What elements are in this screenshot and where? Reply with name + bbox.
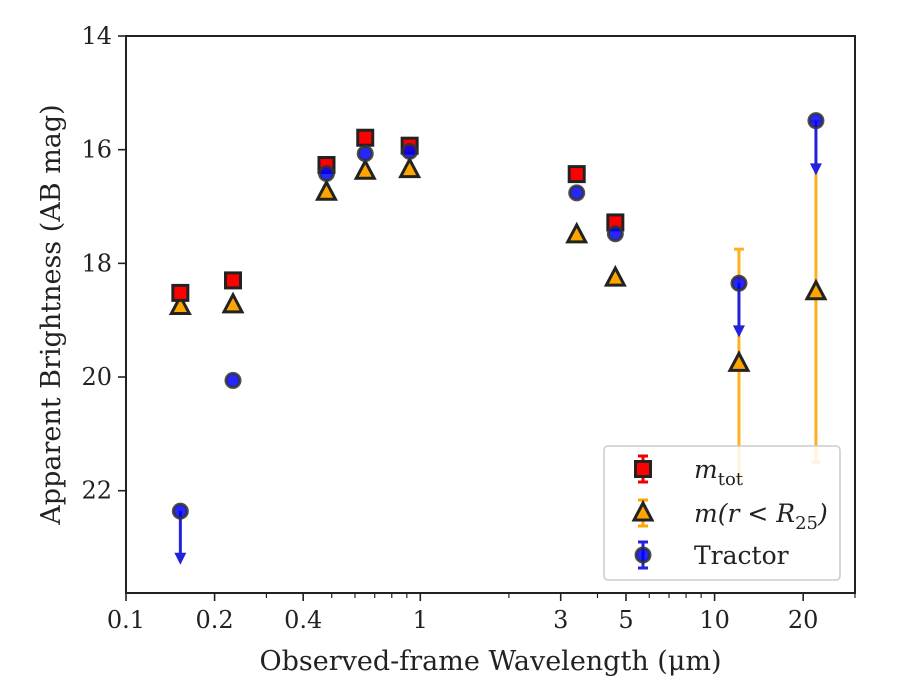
y-tick-label: 22: [81, 477, 112, 505]
legend-label-base: m: [694, 455, 718, 484]
mr25-point: [314, 179, 338, 201]
tractor-point: [568, 184, 586, 202]
axis-ticks: 0.1 0.2 0.4 1 3 5 10 20 14 16 18 20 22: [81, 22, 856, 634]
x-tick-label: 20: [788, 606, 819, 634]
legend-marker-mtot: [634, 460, 652, 478]
mtot-point: [356, 128, 375, 147]
legend-label-base: Tractor: [694, 541, 789, 570]
legend-label-subscript: tot: [718, 469, 744, 490]
tractor-point: [317, 165, 335, 183]
y-tick-label: 18: [81, 249, 112, 277]
x-axis-label: Observed-frame Wavelength (μm): [259, 646, 721, 677]
legend-label-mtot: mtot: [694, 455, 744, 490]
mr25-point: [603, 264, 627, 287]
legend-label-mr25: m(r < R25): [694, 499, 828, 534]
y-tick-label: 16: [81, 136, 112, 164]
mr25-point: [727, 350, 751, 372]
data-layer: [168, 112, 828, 565]
legend-label-suffix: ): [817, 499, 828, 528]
tractor-point: [730, 274, 748, 292]
tractor-point: [224, 371, 242, 389]
y-axis-label: Apparent Brightness (AB mag): [36, 104, 67, 525]
x-tick-label: 0.1: [107, 606, 145, 634]
legend-label-base: m(r < R: [694, 499, 795, 528]
tractor-point: [171, 502, 189, 520]
y-tick-label: 14: [81, 22, 112, 50]
mtot-point: [567, 165, 586, 184]
x-tick-label: 0.2: [196, 606, 234, 634]
mr25-point: [168, 293, 192, 316]
legend-box: [603, 445, 841, 581]
mr25-point: [565, 221, 589, 244]
legend: mtot m(r < R25) Tractor: [603, 445, 841, 581]
x-tick-label: 0.4: [284, 606, 322, 634]
y-tick-label: 20: [81, 363, 112, 391]
x-tick-label: 5: [618, 606, 633, 634]
mr25-point: [221, 291, 245, 314]
legend-label-subscript: 25: [795, 513, 818, 534]
tractor-point: [606, 225, 624, 243]
upper-limit-arrow-head: [809, 163, 822, 176]
legend-marker-tractor: [634, 546, 652, 564]
mr25-point: [398, 156, 422, 179]
mr25-point: [804, 278, 828, 301]
mtot-point: [171, 283, 190, 302]
tractor-point: [807, 112, 825, 130]
upper-limit-arrow-head: [732, 325, 745, 338]
tractor-point: [356, 145, 374, 163]
upper-limit-arrow-head: [174, 552, 187, 565]
mtot-point: [224, 271, 243, 290]
mr25-point: [353, 158, 377, 180]
legend-marker-mr25: [631, 499, 655, 522]
x-tick-label: 1: [413, 606, 428, 634]
x-tick-label: 10: [699, 606, 730, 634]
x-tick-label: 3: [553, 606, 568, 634]
plot-area-frame: [125, 35, 856, 594]
legend-label-tractor: Tractor: [694, 541, 789, 570]
tractor-point: [401, 142, 419, 160]
